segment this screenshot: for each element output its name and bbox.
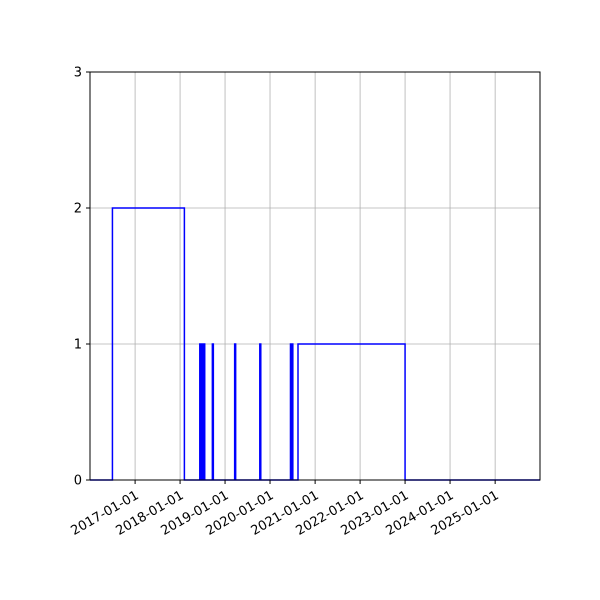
y-tick-label: 0	[74, 474, 82, 489]
x-axis: 2017-01-012018-01-012019-01-012020-01-01…	[69, 480, 502, 539]
y-axis: 0 1 2 3	[74, 66, 90, 489]
y-tick-label: 1	[74, 338, 82, 353]
y-tick-label: 2	[74, 202, 82, 217]
grid-lines	[90, 71, 540, 481]
y-tick-label: 3	[74, 66, 82, 81]
